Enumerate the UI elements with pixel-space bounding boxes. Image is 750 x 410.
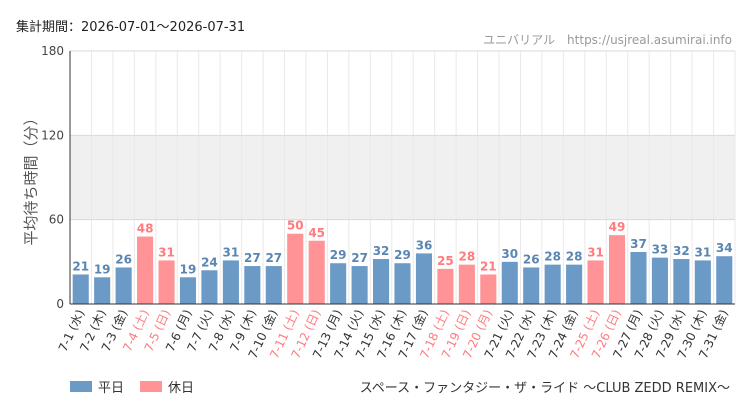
bar-value-label: 19	[94, 262, 111, 276]
bar-value-label: 50	[287, 219, 304, 233]
bar	[480, 274, 497, 304]
bar	[330, 263, 347, 304]
bar	[566, 264, 583, 304]
bar	[201, 270, 218, 304]
bar	[158, 260, 175, 304]
bar-value-label: 31	[694, 245, 711, 259]
bar	[651, 257, 668, 304]
bar-value-label: 28	[459, 250, 476, 264]
attraction-name: スペース・ファンタジー・ザ・ライド ～CLUB ZEDD REMIX～	[359, 381, 730, 396]
bars: 21 19 26 48 31 19 24 31 27 27 50 45 29 27 32 29 36 25 28 21…	[72, 219, 733, 304]
bar-value-label: 31	[158, 245, 175, 259]
y-tick-label: 180	[41, 44, 64, 58]
bar	[244, 266, 261, 304]
bar-value-label: 30	[501, 247, 518, 261]
aggregation-period: 集計期間：2026-07-01～2026-07-31	[16, 20, 246, 35]
bar	[716, 256, 733, 304]
bar-value-label: 32	[673, 244, 690, 258]
bar	[501, 261, 518, 304]
bar-value-label: 48	[137, 222, 154, 236]
bar-value-label: 28	[544, 250, 561, 264]
legend-label-holiday: 休日	[168, 381, 195, 396]
legend-item-weekday: 平日	[70, 377, 124, 396]
y-tick-label: 120	[41, 128, 64, 142]
bar-value-label: 36	[416, 238, 433, 252]
bar	[673, 259, 690, 304]
bar	[115, 267, 132, 304]
bar	[308, 240, 325, 304]
bar	[394, 263, 411, 304]
bar-value-label: 24	[201, 255, 218, 269]
bar-value-label: 28	[566, 250, 583, 264]
bar	[137, 236, 154, 304]
legend-swatch-holiday	[140, 381, 163, 392]
bar	[523, 267, 540, 304]
bar-value-label: 26	[523, 252, 540, 266]
bar-value-label: 31	[223, 245, 240, 259]
bar	[458, 264, 475, 304]
site-credit: ユニバリアル https://usjreal.asumirai.info	[483, 33, 732, 47]
bar-value-label: 45	[308, 226, 325, 240]
wait-time-bar-chart: 21 19 26 48 31 19 24 31 27 27 50 45 29 27 32 29 36 25 28 21…	[22, 44, 736, 361]
bar	[222, 260, 239, 304]
legend-item-holiday: 休日	[140, 377, 194, 396]
bar	[287, 233, 304, 304]
legend-swatch-weekday	[70, 381, 92, 392]
bar	[265, 266, 282, 304]
bar-value-label: 27	[351, 251, 368, 265]
bar-value-label: 32	[373, 244, 390, 258]
legend-label-weekday: 平日	[98, 381, 125, 396]
bar-value-label: 29	[394, 248, 411, 262]
bar-value-label: 21	[72, 259, 89, 273]
bar-value-label: 34	[716, 241, 733, 255]
bar	[544, 264, 561, 304]
bar-value-label: 31	[587, 245, 604, 259]
bar	[351, 266, 368, 304]
bar-value-label: 29	[330, 248, 347, 262]
bar	[587, 260, 604, 304]
bar-value-label: 37	[630, 237, 647, 251]
grid-band	[70, 135, 735, 220]
bar-value-label: 25	[437, 254, 454, 268]
bar-value-label: 33	[652, 243, 669, 257]
bar	[630, 251, 647, 304]
bar-value-label: 19	[180, 262, 197, 276]
bar-value-label: 26	[115, 252, 132, 266]
bar	[94, 277, 111, 304]
y-axis-title: 平均待ち時間（分）	[22, 110, 40, 245]
bar	[608, 235, 626, 304]
bar-value-label: 27	[265, 251, 282, 265]
bar	[437, 268, 454, 304]
bar	[694, 260, 711, 304]
bar-value-label: 27	[244, 251, 261, 265]
bar	[179, 277, 197, 304]
bar	[373, 259, 390, 304]
bar	[72, 274, 89, 304]
bar-value-label: 21	[480, 259, 497, 273]
bar-value-label: 49	[609, 220, 626, 234]
y-tick-label: 60	[49, 213, 64, 227]
y-tick-label: 0	[56, 297, 64, 311]
bar	[415, 253, 432, 304]
legend: 平日 休日	[70, 377, 210, 396]
